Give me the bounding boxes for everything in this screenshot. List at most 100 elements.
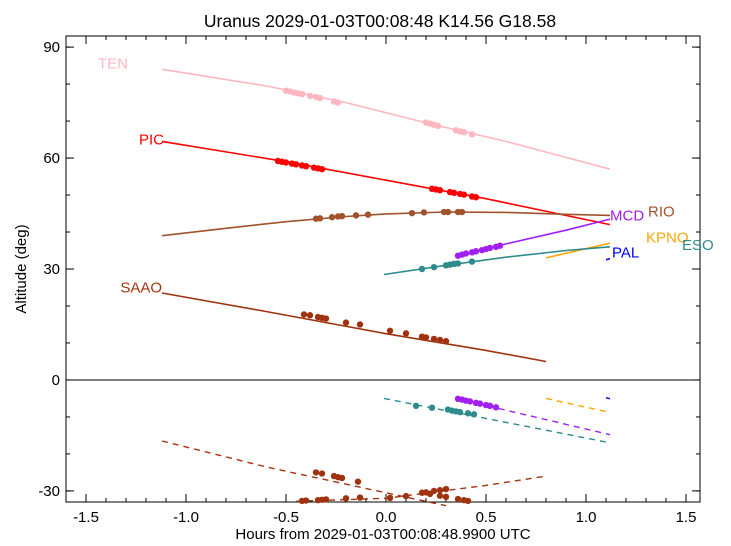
series-label-rio: RIO (648, 204, 675, 221)
series-dashed-point-saao (318, 470, 326, 477)
series-point-rio (352, 212, 360, 219)
series-eso: ESO (383, 237, 714, 444)
series-point-rio (420, 209, 428, 216)
series-dashed-point-mcd (476, 400, 484, 407)
series-dashed-point-saao (312, 469, 320, 476)
x-tick-label: 0.0 (376, 509, 397, 526)
series-point-saao (430, 335, 438, 343)
x-tick-label: -0.5 (273, 509, 299, 526)
series-point-mcd (486, 244, 494, 252)
series-dashed-line-eso (383, 397, 611, 444)
series-point-saao (306, 312, 314, 319)
series-point-rio (364, 211, 372, 218)
series-dashed-point-extra (386, 494, 394, 502)
series-dashed-point-extra (302, 497, 310, 504)
series-point-rio (444, 208, 452, 216)
series-point-rio (338, 212, 346, 220)
series-point-ten (298, 90, 306, 98)
series-dashed-point-extra (402, 492, 410, 500)
series-mcd: MCD (454, 207, 644, 436)
series-point-ten (306, 92, 314, 100)
series-line-kpno (545, 242, 611, 259)
series-saao: SAAO (120, 279, 547, 507)
series-point-pic (450, 189, 458, 197)
series-dashed-point-eso (412, 402, 420, 410)
series-kpno: KPNO (545, 230, 689, 414)
series-point-ten (468, 131, 476, 138)
series-dashed-line-kpno (545, 397, 611, 414)
series-dashed-point-eso (464, 410, 472, 417)
series-point-ten (434, 122, 442, 130)
series-label-ten: TEN (98, 56, 128, 73)
series-point-saao (342, 319, 350, 326)
series-point-ten (334, 99, 342, 106)
series-point-eso (454, 260, 462, 267)
series-pic: PIC (139, 132, 611, 226)
series-label-eso: ESO (682, 237, 714, 254)
series-extra (295, 475, 547, 505)
series-dashed-point-extra (342, 495, 350, 502)
y-tick-label: 0 (52, 372, 60, 389)
series-dashed-point-saao (454, 495, 462, 503)
series-point-rio (458, 208, 466, 216)
series-dashed-point-extra (436, 486, 444, 494)
y-tick-label: 60 (43, 150, 60, 167)
series-line-eso (383, 246, 611, 276)
series-point-saao (442, 337, 450, 345)
series-point-pic (282, 159, 290, 166)
series-line-saao (161, 292, 547, 363)
series-line-ten (161, 68, 611, 170)
series-dashed-point-saao (436, 492, 444, 499)
x-tick-label: 1.5 (676, 509, 697, 526)
series-point-saao (436, 336, 444, 344)
series-label-pal: PAL (612, 244, 639, 261)
series-dashed-point-extra (442, 485, 450, 493)
series-point-mcd (472, 248, 480, 255)
series-point-ten (460, 128, 468, 136)
x-tick-label: -1.0 (173, 509, 199, 526)
series-dashed-point-saao (464, 497, 472, 505)
series-point-saao (386, 327, 394, 334)
x-tick-label: -1.5 (73, 509, 99, 526)
series-dashed-point-extra (322, 496, 330, 503)
series-point-pic (472, 194, 480, 201)
y-axis-label: Altitude (deg) (13, 224, 30, 313)
series-point-pic (460, 191, 468, 198)
series-dashed-point-eso (456, 408, 464, 416)
series-rio: RIO (161, 204, 675, 237)
series-point-eso (430, 263, 438, 271)
series-dashed-point-eso (470, 411, 478, 418)
x-tick-label: 0.5 (476, 509, 497, 526)
series-point-saao (402, 330, 410, 337)
series-point-pic (292, 161, 300, 168)
series-dashed-point-extra (356, 494, 364, 501)
series-dashed-point-extra (430, 487, 438, 495)
series-label-mcd: MCD (610, 207, 644, 224)
series-point-ten (316, 94, 324, 102)
x-tick-label: 1.0 (576, 509, 597, 526)
series-point-saao (422, 334, 430, 341)
series-label-kpno: KPNO (646, 230, 689, 247)
series-dashed-point-mcd (486, 402, 494, 410)
series-dashed-point-eso (428, 404, 436, 411)
series-point-pic (318, 165, 326, 173)
series-point-rio (316, 215, 324, 222)
y-tick-label: 90 (43, 39, 60, 56)
series-point-mcd (462, 250, 470, 257)
y-tick-label: -30 (38, 483, 60, 500)
series-dashed-point-saao (442, 493, 450, 501)
series-ten: TEN (98, 56, 611, 170)
series-line-pic (161, 140, 611, 226)
series-label-pic: PIC (139, 132, 164, 149)
chart-title: Uranus 2029-01-03T00:08:48 K14.56 G18.58 (204, 11, 556, 31)
series-dashed-point-mcd (492, 404, 500, 411)
series-point-eso (468, 258, 476, 265)
series-point-pic (302, 162, 310, 170)
series-point-mcd (496, 242, 504, 249)
y-tick-label: 30 (43, 261, 60, 278)
series-dashed-point-saao (338, 474, 346, 482)
series-point-rio (328, 214, 336, 221)
series-dashed-point-extra (422, 489, 430, 496)
series-dashed-line-extra (295, 475, 547, 502)
